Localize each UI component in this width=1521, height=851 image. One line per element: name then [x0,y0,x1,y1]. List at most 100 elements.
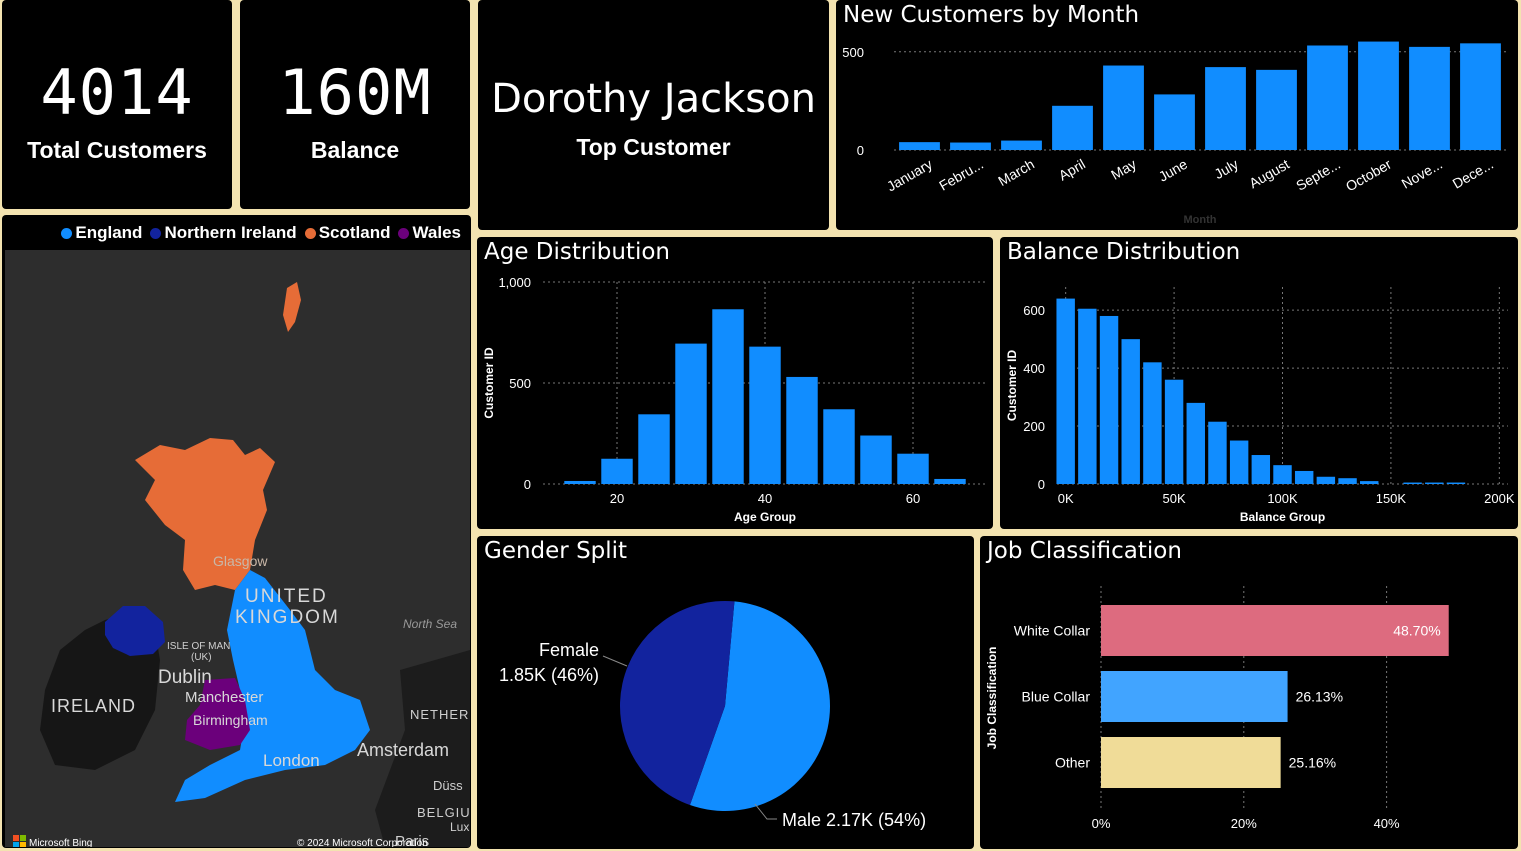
bar[interactable] [1358,41,1399,151]
chart-title: Balance Distribution [1007,239,1241,265]
map-label-belgium: BELGIU [417,805,470,820]
bar[interactable] [899,142,940,150]
balance-distribution-panel[interactable]: Balance Distribution 0 200 400 600 0K 50K 100K… [1000,237,1518,529]
bar[interactable] [749,346,781,484]
map-label-north-sea: North Sea [403,617,457,631]
data-label: 48.70% [1393,623,1440,639]
bar[interactable] [1101,671,1288,722]
map-label-amsterdam: Amsterdam [357,740,449,760]
map-label-lux: Lux [450,820,469,834]
map-label-dublin: Dublin [158,667,212,688]
chart-title: Job Classification [987,538,1182,564]
bar[interactable] [1078,308,1097,484]
bar[interactable] [1205,67,1246,150]
bar[interactable] [1338,478,1357,484]
bar[interactable] [1052,105,1093,150]
bar[interactable] [934,478,966,484]
age-distribution-chart: 0 500 1,000 20 40 60 Age Group Customer ID [482,275,987,524]
bar[interactable] [1360,481,1379,484]
bar[interactable] [601,458,633,484]
bar[interactable] [1307,45,1348,151]
bar[interactable] [1316,476,1336,484]
pie-slice-male[interactable] [689,601,830,811]
bar[interactable] [1273,465,1292,484]
bar[interactable] [1256,69,1297,150]
x-tick-label: 50K [1163,491,1186,506]
job-classification-panel[interactable]: Job Classification 0% 20% 40% White Collar 4… [980,536,1518,849]
map-label-dusseldorf: Düss [433,778,463,793]
uk-map[interactable]: Glasgow UNITED KINGDOM North Sea ISLE OF… [5,250,470,847]
bar[interactable] [1403,482,1422,484]
x-tick-label: Septe... [1293,156,1343,194]
bar[interactable] [1154,94,1195,150]
bar[interactable] [860,435,892,484]
legend-label: Wales [412,223,461,242]
england-region[interactable] [175,570,370,802]
bar[interactable] [564,480,596,484]
bar[interactable] [1229,440,1249,484]
northern-ireland-region[interactable] [105,606,165,656]
new-customers-chart-panel[interactable]: New Customers by Month 0 500 January Febru.… [836,0,1518,230]
y-axis-label: Customer ID [482,347,496,419]
y-tick-label: 0 [1038,477,1045,492]
legend-label: England [75,223,143,242]
bar[interactable] [1101,605,1449,656]
map-label-glasgow: Glasgow [213,553,268,569]
leader-line [754,803,777,820]
bar[interactable] [675,343,707,484]
x-tick-label: 40% [1374,816,1400,831]
x-axis-label: Age Group [734,510,796,524]
bar[interactable] [823,409,855,484]
bar[interactable] [1101,737,1281,788]
pie-slice-female[interactable] [620,601,735,805]
bar[interactable] [1001,140,1042,150]
europe-landmass [375,650,470,847]
y-tick-label: 400 [1023,361,1045,376]
map-legend: England Northern Ireland Scotland Wales [61,223,461,243]
bar[interactable] [1099,315,1119,484]
x-tick-label: 150K [1376,491,1407,506]
x-tick-label: Dece... [1450,156,1496,192]
legend-item-northern-ireland[interactable]: Northern Ireland [150,223,297,243]
bar[interactable] [1186,402,1205,484]
category-label: Blue Collar [1022,689,1091,705]
kpi-label: Balance [310,137,400,163]
job-classification-chart: 0% 20% 40% White Collar 48.70% Blue Collar 26.… [985,586,1449,831]
bar[interactable] [1121,339,1140,484]
bar[interactable] [1251,455,1271,484]
scotland-region[interactable] [135,438,275,590]
bar[interactable] [1143,362,1162,484]
bar[interactable] [1446,482,1466,484]
y-tick-label: 500 [509,376,531,391]
bar[interactable] [950,142,991,150]
shetland-region[interactable] [283,282,301,332]
bar[interactable] [1103,65,1144,150]
bar[interactable] [1208,421,1227,484]
y-axis-label: Customer ID [1005,349,1019,421]
bar[interactable] [1460,43,1501,150]
bar[interactable] [786,376,818,484]
map-panel[interactable]: England Northern Ireland Scotland Wales … [2,215,471,848]
legend-dot [150,227,162,239]
bar[interactable] [712,309,744,484]
legend-item-wales[interactable]: Wales [398,223,461,243]
bar[interactable] [897,453,929,484]
kpi-balance[interactable]: 160M Balance [240,0,470,209]
bar[interactable] [1425,482,1444,484]
kpi-total-customers[interactable]: 4014 Total Customers [2,0,232,209]
y-tick-label: 1,000 [498,275,531,290]
gender-split-panel[interactable]: Gender Split Female 1.85K (46%) Male 2.17K… [477,536,974,849]
kpi-top-customer[interactable]: Dorothy Jackson Top Customer [478,0,829,230]
bar[interactable] [1056,298,1075,484]
bar[interactable] [638,414,670,484]
bar[interactable] [1164,379,1184,484]
bar[interactable] [1409,46,1450,150]
x-tick-label: July [1211,156,1241,182]
x-tick-label: 40 [758,491,772,506]
x-tick-label: Nove... [1399,156,1445,192]
wales-region[interactable] [185,678,250,750]
legend-item-scotland[interactable]: Scotland [304,223,390,243]
legend-item-england[interactable]: England [61,223,142,243]
bar[interactable] [1294,470,1314,484]
age-distribution-panel[interactable]: Age Distribution 0 500 1,000 20 40 60 Age Grou… [477,237,993,529]
